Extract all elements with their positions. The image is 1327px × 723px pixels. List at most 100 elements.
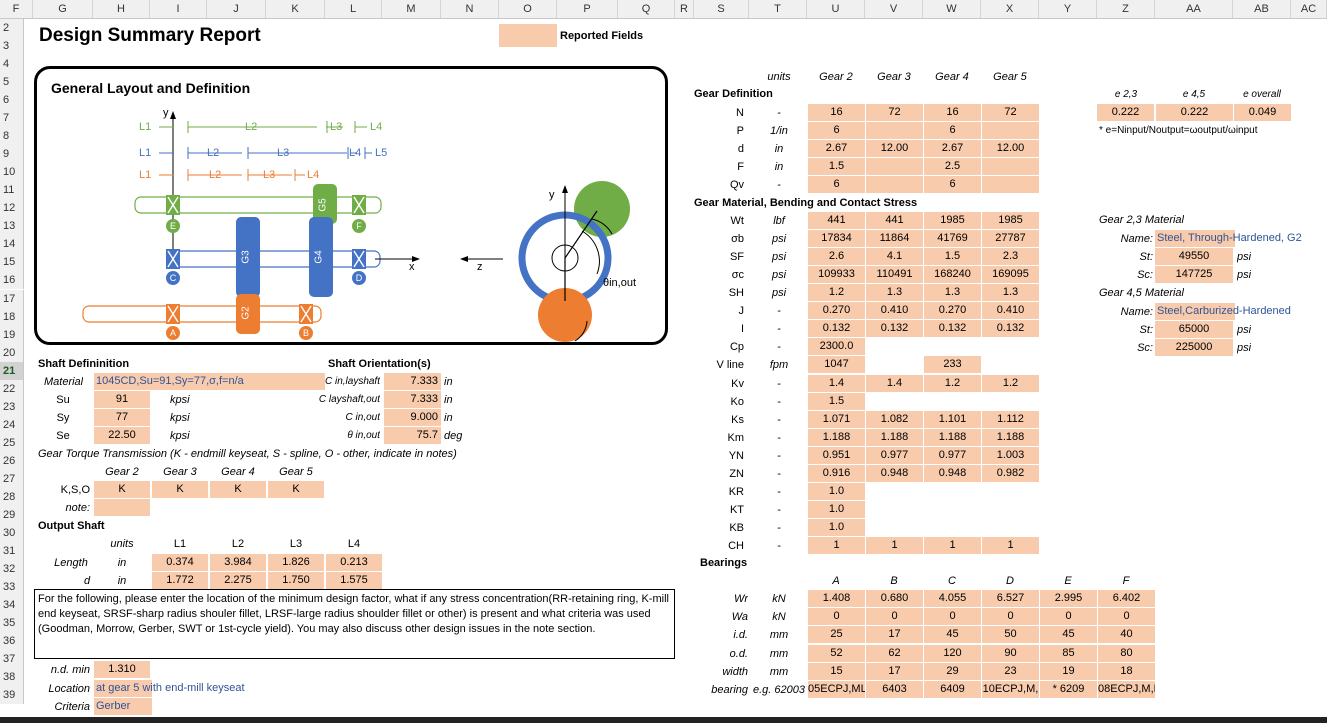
- stress-cell[interactable]: [924, 501, 981, 518]
- col-header-P[interactable]: P: [557, 0, 618, 18]
- stress-cell[interactable]: 1.0: [808, 482, 865, 500]
- length-l1[interactable]: 0.374: [152, 554, 208, 571]
- gear-def-cell[interactable]: 2.5: [924, 158, 981, 175]
- gear-def-cell[interactable]: 2.67: [924, 140, 981, 157]
- col-header-AB[interactable]: AB: [1233, 0, 1291, 18]
- kso-gear5[interactable]: K: [268, 481, 324, 498]
- stress-cell[interactable]: [982, 356, 1039, 373]
- stress-cell[interactable]: 441: [808, 212, 865, 229]
- stress-cell[interactable]: 0.410: [982, 302, 1039, 320]
- stress-cell[interactable]: 0.132: [808, 320, 865, 338]
- stress-cell[interactable]: 1: [866, 536, 923, 554]
- bearing-cell[interactable]: 08ECPJ,M,ML,PH: [1098, 681, 1155, 698]
- row-header-37[interactable]: 37: [0, 650, 24, 669]
- row-header-27[interactable]: 27: [0, 469, 24, 488]
- c-layshaft-out-value[interactable]: 7.333: [384, 391, 441, 408]
- gear-def-cell[interactable]: 6: [808, 122, 865, 139]
- stress-cell[interactable]: 41769: [924, 230, 981, 248]
- bearing-cell[interactable]: 0: [924, 608, 981, 626]
- d-l3[interactable]: 1.750: [268, 572, 324, 589]
- row-header-22[interactable]: 22: [0, 379, 24, 398]
- bearing-cell[interactable]: 17: [866, 662, 923, 680]
- row-header-12[interactable]: 12: [0, 199, 24, 218]
- row-header-25[interactable]: 25: [0, 433, 24, 452]
- gear-def-cell[interactable]: [866, 122, 923, 139]
- row-header-19[interactable]: 19: [0, 325, 24, 344]
- bearing-cell[interactable]: 19: [1040, 662, 1097, 680]
- row-header-8[interactable]: 8: [0, 127, 24, 146]
- stress-cell[interactable]: 1.2: [924, 374, 981, 392]
- stress-cell[interactable]: [866, 356, 923, 373]
- bearing-cell[interactable]: 1.408: [808, 590, 865, 607]
- bearing-cell[interactable]: 45: [924, 626, 981, 644]
- stress-cell[interactable]: 1047: [808, 356, 865, 374]
- col-header-I[interactable]: I: [150, 0, 207, 18]
- bearing-cell[interactable]: 17: [866, 626, 923, 644]
- bearing-cell[interactable]: 52: [808, 644, 865, 662]
- stress-cell[interactable]: 110491: [866, 266, 923, 284]
- col-header-H[interactable]: H: [93, 0, 150, 18]
- nd-min-value[interactable]: 1.310: [94, 661, 150, 678]
- col-header-X[interactable]: X: [981, 0, 1039, 18]
- col-header-N[interactable]: N: [441, 0, 499, 18]
- stress-cell[interactable]: 1.3: [866, 284, 923, 302]
- stress-cell[interactable]: 1.188: [982, 428, 1039, 446]
- bearing-cell[interactable]: 23: [982, 662, 1039, 680]
- stress-cell[interactable]: 0.948: [866, 464, 923, 482]
- stress-cell[interactable]: 0.132: [924, 320, 981, 338]
- stress-cell[interactable]: [924, 393, 981, 410]
- stress-cell[interactable]: 1985: [924, 212, 981, 229]
- col-header-S[interactable]: S: [694, 0, 749, 18]
- row-header-16[interactable]: 16: [0, 271, 24, 290]
- gear-def-cell[interactable]: 72: [866, 104, 923, 121]
- col-header-M[interactable]: M: [382, 0, 441, 18]
- row-header-36[interactable]: 36: [0, 632, 24, 650]
- stress-cell[interactable]: 1.5: [808, 392, 865, 410]
- row-header-6[interactable]: 6: [0, 91, 24, 110]
- bearing-cell[interactable]: 80: [1098, 644, 1155, 662]
- row-header-34[interactable]: 34: [0, 596, 24, 614]
- bearing-cell[interactable]: 2.995: [1040, 590, 1097, 607]
- bearing-cell[interactable]: 0: [1040, 608, 1097, 626]
- stress-cell[interactable]: 168240: [924, 266, 981, 284]
- gear-def-cell[interactable]: 6: [924, 122, 981, 139]
- c-in-layshaft-value[interactable]: 7.333: [384, 373, 441, 390]
- stress-cell[interactable]: 1985: [982, 212, 1039, 229]
- col-header-K[interactable]: K: [266, 0, 325, 18]
- row-header-23[interactable]: 23: [0, 397, 24, 416]
- stress-cell[interactable]: [982, 393, 1039, 410]
- stress-cell[interactable]: 1.0: [808, 500, 865, 518]
- bearing-cell[interactable]: 50: [982, 626, 1039, 644]
- mat23-name-value[interactable]: Steel, Through-Hardened, G2: [1155, 230, 1302, 247]
- bearing-cell[interactable]: 18: [1098, 662, 1155, 680]
- bearing-cell[interactable]: 0: [982, 608, 1039, 626]
- stress-cell[interactable]: 2.3: [982, 248, 1039, 266]
- gear-def-cell[interactable]: 12.00: [866, 140, 923, 157]
- stress-cell[interactable]: [866, 338, 923, 355]
- gear-def-cell[interactable]: 12.00: [982, 140, 1039, 157]
- material-value[interactable]: 1045CD,Su=91,Sy=77,σ,f=n/a: [94, 373, 325, 390]
- stress-cell[interactable]: 1: [924, 536, 981, 554]
- bearing-cell[interactable]: 29: [924, 662, 981, 680]
- col-header-Y[interactable]: Y: [1039, 0, 1097, 18]
- stress-cell[interactable]: [982, 501, 1039, 518]
- stress-cell[interactable]: 11864: [866, 230, 923, 248]
- stress-cell[interactable]: 1.188: [866, 428, 923, 446]
- stress-cell[interactable]: 1.5: [924, 248, 981, 266]
- col-header-L[interactable]: L: [325, 0, 382, 18]
- stress-cell[interactable]: [866, 501, 923, 518]
- row-header-3[interactable]: 3: [0, 37, 24, 55]
- stress-cell[interactable]: 1: [808, 536, 865, 554]
- bearing-cell[interactable]: 6.527: [982, 590, 1039, 607]
- design-note-textbox[interactable]: For the following, please enter the loca…: [34, 589, 675, 659]
- sy-value[interactable]: 77: [94, 409, 150, 426]
- criteria-value[interactable]: Gerber: [94, 698, 152, 715]
- stress-cell[interactable]: 2.6: [808, 248, 865, 266]
- stress-cell[interactable]: 1.4: [808, 374, 865, 392]
- stress-cell[interactable]: 4.1: [866, 248, 923, 266]
- mat45-name-value[interactable]: Steel,Carburized-Hardened: [1155, 303, 1291, 320]
- location-value[interactable]: at gear 5 with end-mill keyseat: [94, 680, 245, 697]
- kso-gear2[interactable]: K: [94, 481, 150, 498]
- stress-cell[interactable]: 1.101: [924, 410, 981, 428]
- stress-cell[interactable]: [982, 338, 1039, 355]
